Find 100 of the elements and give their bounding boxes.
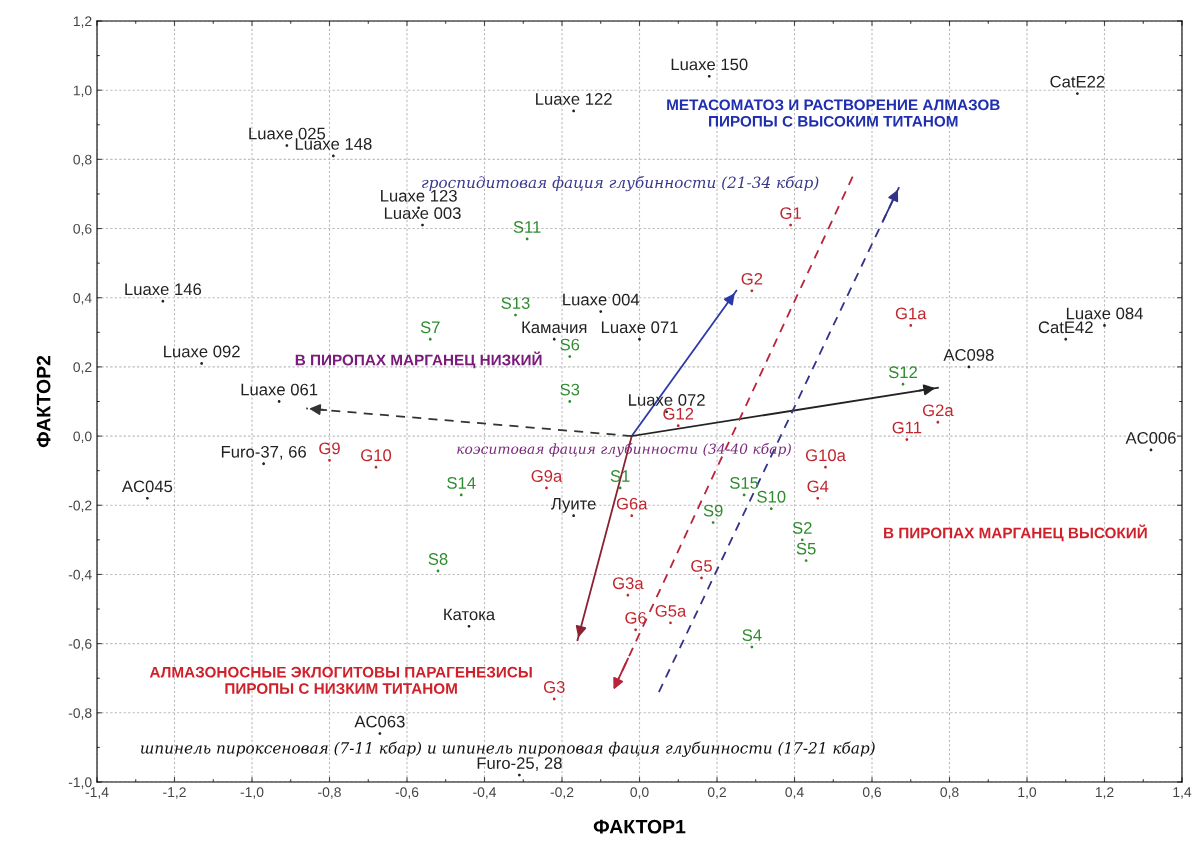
data-label: S10 [757,490,786,503]
data-label: G11 [892,421,922,434]
data-label: AC006 [1125,432,1176,444]
x-tick-label: 0,4 [785,787,804,799]
data-label: S8 [428,553,448,565]
point [552,337,556,341]
y-tick-label: 0,4 [73,293,92,305]
data-label: Luaxe 084 [1066,307,1143,320]
data-label: G10a [805,449,846,462]
point [789,223,793,227]
point [1075,92,1079,96]
point [711,521,715,524]
x-tick-label: 1,0 [1018,787,1037,799]
point [769,507,773,511]
x-tick-label: 0,8 [940,787,959,799]
data-label: S6 [560,338,580,351]
point [1103,324,1106,327]
data-label: S14 [447,477,476,489]
annotation: шпинель пироксеновая (7-11 кбар) и шпинель пироповая фация глубинности (17-21 кбар) [140,741,875,757]
y-tick-label: -0,6 [68,638,92,651]
data-label: Luaxe 003 [384,207,461,220]
point [200,362,204,365]
data-label: Furo-25, 28 [477,757,562,771]
data-label: Furo-37, 66 [221,445,306,460]
x-tick-label: -1,2 [163,787,186,799]
data-label: Катока [444,608,496,621]
data-label: S13 [501,297,530,309]
x-axis-title: ФАКТОР1 [593,819,686,834]
data-label: G9a [531,470,563,482]
x-tick-label: 1,4 [1173,787,1192,799]
point [816,496,820,500]
point [905,438,909,441]
y-tick-label: -0,2 [68,500,92,513]
point [568,355,572,358]
point [669,621,672,625]
data-label: S2 [792,521,812,534]
x-tick-label: -1,4 [85,787,109,799]
data-label: G4 [807,480,829,493]
data-label: S11 [513,221,541,233]
y-tick-label: 0,0 [73,431,92,443]
annotation: АЛМАЗОНОСНЫЕ ЭКЛОГИТОВЫ ПАРАГЕНЕЗИСЫ ПИРОПЫ С НИЗКИМ ТИТАНОМ [149,666,532,695]
x-tick-label: 0,6 [862,787,882,799]
data-label: Луите [551,497,596,513]
point [572,514,576,518]
x-tick-label: -0,4 [473,787,497,799]
point [824,465,827,469]
point [285,144,289,147]
y-tick-label: -1,0 [68,777,92,789]
point [804,559,808,563]
x-tick-label: -0,2 [550,787,574,799]
point [552,697,556,701]
data-label: Luaxe 004 [563,293,640,306]
point [328,458,331,462]
data-label: AC098 [943,349,994,361]
point [514,313,517,317]
point [517,773,521,777]
data-label: Камачия [522,321,587,334]
y-tick-label: 0,8 [73,154,92,167]
data-label: S4 [742,629,762,642]
data-label: G9 [319,442,340,455]
point [638,337,641,341]
data-label: Luaxe 122 [536,93,612,105]
data-label: G3 [543,681,565,693]
x-tick-label: 1,2 [1095,787,1114,799]
data-label: G2 [741,272,763,285]
data-label: G10 [361,449,392,462]
data-label: Luaxe 148 [295,138,372,150]
point [909,324,913,327]
y-axis-title: ФАКТОР2 [36,355,51,448]
y-tick-label: 0,2 [73,362,92,374]
point [676,424,680,428]
annotation: МЕТАСОМАТОЗ И РАСТВОРЕНИЕ АЛМАЗОВ ПИРОПЫ С ВЫСОКИМ ТИТАНОМ [667,99,1000,127]
data-label: G2a [922,404,954,417]
data-label: G12 [663,407,694,420]
point [545,486,548,490]
point [277,400,281,403]
point [428,337,432,341]
data-label: S3 [560,383,580,396]
data-label: G1 [780,207,801,220]
point [331,154,335,158]
point [378,732,382,735]
point [700,576,703,580]
data-label: Luaxe 061 [241,383,318,396]
point [262,462,266,466]
data-label: CatE42 [1038,321,1093,334]
x-tick-label: 0,2 [707,787,726,799]
data-label: G5 [691,560,712,572]
data-label: S7 [420,321,440,334]
point [599,310,603,313]
annotation: гроспидитовая фация глубинности (21-34 кбар) [422,175,819,192]
data-label: Luaxe 071 [601,321,678,334]
data-label: AC063 [354,715,405,728]
y-tick-label: 1,0 [73,85,92,97]
point [634,628,638,632]
data-label: CatE22 [1050,75,1105,88]
data-label: S5 [796,542,816,555]
data-label: Luaxe 146 [125,283,202,296]
point [374,465,378,469]
annotation: В ПИРОПАХ МАРГАНЕЦ НИЗКИЙ [295,351,542,369]
point [572,109,576,113]
